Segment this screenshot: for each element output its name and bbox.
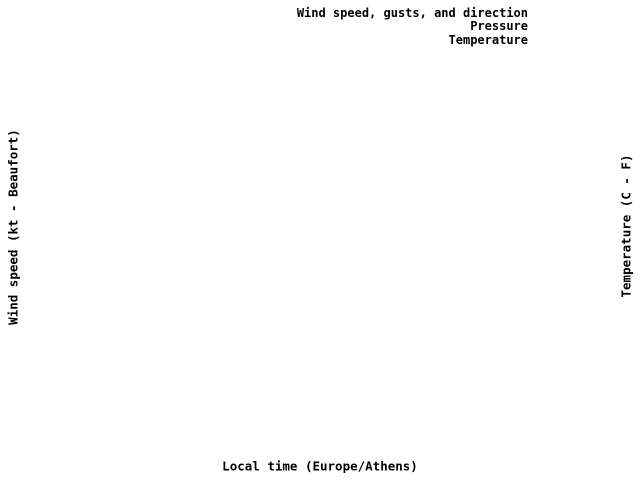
legend: Wind speed, gusts, and direction Pressur… xyxy=(296,6,528,47)
legend-item-temperature: Temperature xyxy=(448,32,528,47)
x-axis-title: Local time (Europe/Athens) xyxy=(222,458,418,474)
right-axis-title: Temperature (C - F) xyxy=(618,154,634,298)
legend-item-wind: Wind speed, gusts, and direction xyxy=(296,6,528,20)
legend-item-pressure: Pressure xyxy=(470,19,528,34)
left-axis-title: Wind speed (kt - Beaufort) xyxy=(5,129,21,325)
